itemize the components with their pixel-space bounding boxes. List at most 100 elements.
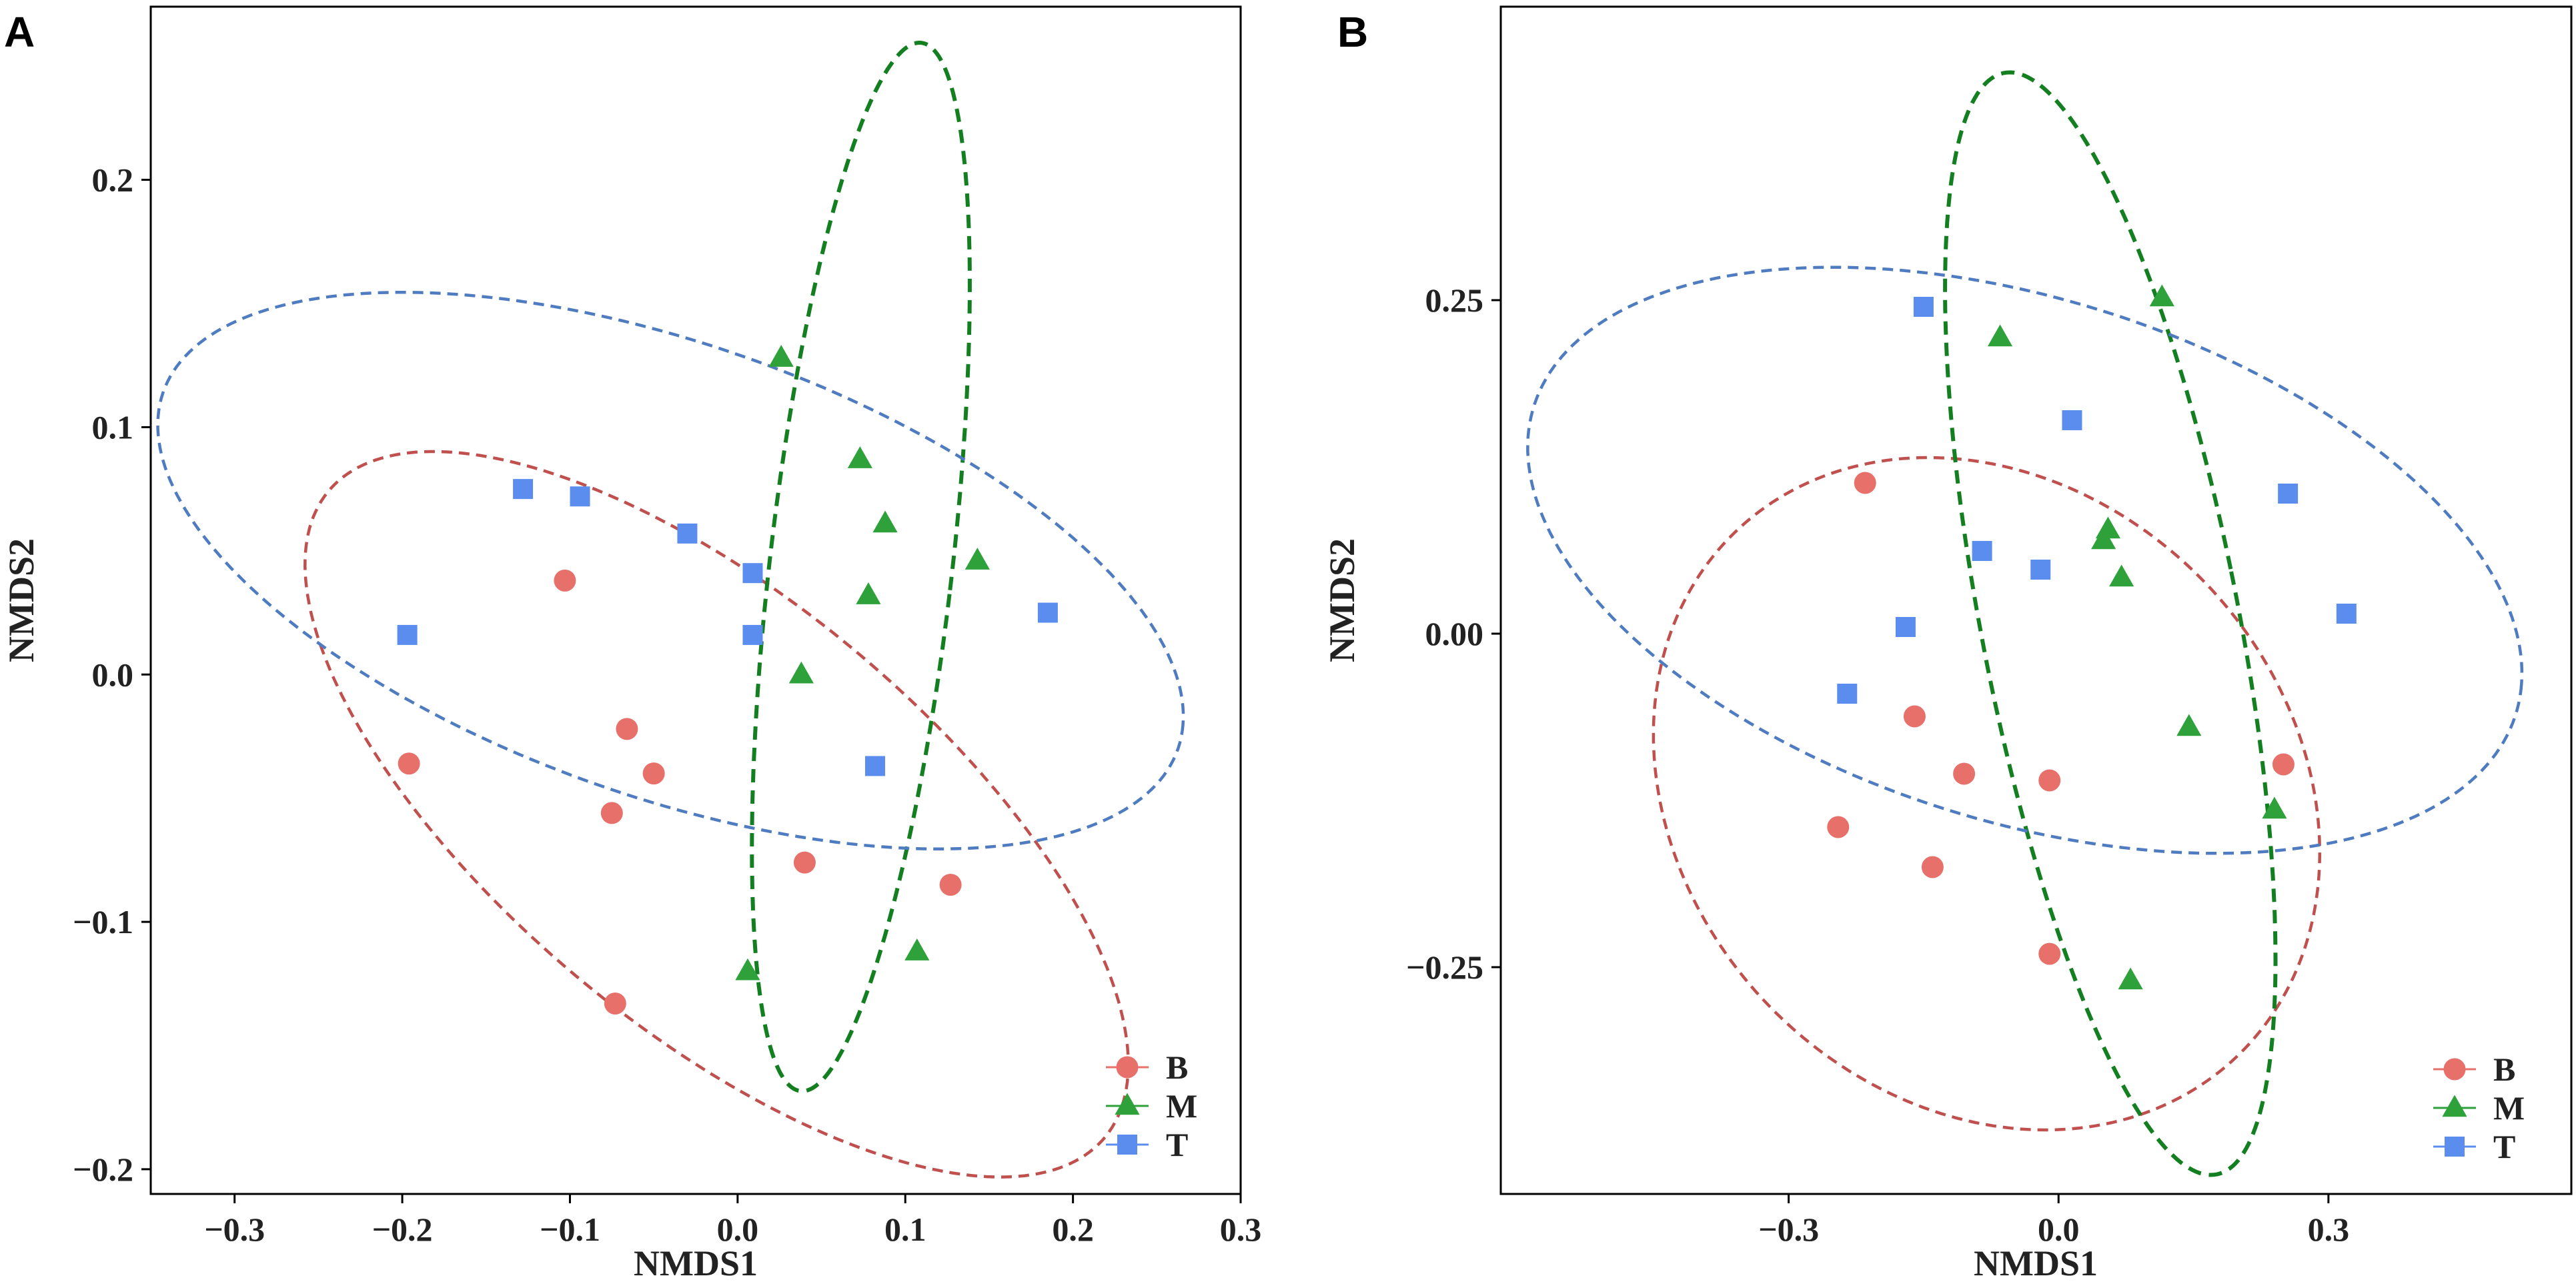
ellipse-t-a bbox=[156, 290, 1185, 851]
point-b-b bbox=[1921, 856, 1944, 878]
points-b bbox=[1827, 284, 2357, 990]
x-axis-title-a: NMDS1 bbox=[634, 1243, 758, 1283]
point-t-a bbox=[742, 563, 763, 584]
ellipse-m-a bbox=[750, 40, 972, 1093]
point-b-b bbox=[2272, 753, 2295, 776]
point-b-b bbox=[1827, 816, 1850, 838]
legend-label-t-a: T bbox=[1166, 1126, 1188, 1163]
y-axis-title-b: NMDS2 bbox=[1322, 538, 1362, 662]
y-ticks-b: −0.25 0.00 0.25 bbox=[1406, 281, 1501, 986]
x-tick-label-b: −0.3 bbox=[1758, 1211, 1819, 1248]
point-m-a bbox=[768, 345, 794, 367]
point-m-b bbox=[2109, 564, 2134, 587]
x-tick-label-a: −0.1 bbox=[540, 1211, 600, 1248]
point-t-b bbox=[1913, 297, 1934, 317]
x-tick-label-a: 0.0 bbox=[717, 1211, 759, 1248]
x-ticks-b: −0.3 0.0 0.3 bbox=[1758, 1194, 2349, 1248]
ellipses-a bbox=[156, 40, 1185, 1179]
x-tick-label-a: 0.3 bbox=[1220, 1211, 1262, 1248]
point-b-a bbox=[793, 851, 816, 874]
legend-b: BMT bbox=[2433, 1051, 2525, 1165]
legend-label-b-a: B bbox=[1166, 1049, 1188, 1086]
point-t-a bbox=[864, 756, 885, 776]
y-tick-label-b: −0.25 bbox=[1406, 948, 1483, 986]
point-m-b bbox=[2149, 284, 2174, 307]
y-tick-label-a: 0.2 bbox=[92, 161, 134, 199]
legend-marker-m-b bbox=[2442, 1095, 2467, 1117]
point-m-b bbox=[2176, 714, 2202, 736]
point-t-a bbox=[397, 624, 418, 645]
legend-label-m-b: M bbox=[2493, 1089, 2525, 1127]
point-m-b bbox=[2262, 796, 2287, 819]
point-b-a bbox=[600, 802, 623, 824]
point-b-a bbox=[398, 752, 420, 775]
point-t-a bbox=[513, 479, 534, 500]
point-b-b bbox=[1854, 472, 1876, 494]
point-b-a bbox=[642, 762, 665, 785]
point-b-a bbox=[604, 992, 626, 1015]
point-m-a bbox=[904, 938, 930, 960]
y-tick-label-a: 0.0 bbox=[92, 656, 134, 693]
point-m-a bbox=[856, 582, 881, 604]
point-b-b bbox=[2038, 942, 2061, 965]
y-axis-title-a: NMDS2 bbox=[1, 538, 41, 662]
legend-label-b-b: B bbox=[2493, 1051, 2515, 1088]
point-m-a bbox=[788, 661, 814, 684]
x-ticks-a: −0.3 −0.2 −0.1 0.0 0.1 0.2 0.3 bbox=[204, 1194, 1261, 1248]
y-tick-label-b: 0.25 bbox=[1425, 281, 1484, 319]
legend-marker-t-b bbox=[2445, 1137, 2465, 1157]
x-tick-label-b: 0.0 bbox=[2038, 1211, 2080, 1248]
point-t-b bbox=[2030, 560, 2051, 580]
point-t-b bbox=[2062, 410, 2082, 430]
y-tick-label-b: 0.00 bbox=[1425, 615, 1484, 652]
point-t-b bbox=[1895, 617, 1916, 637]
x-tick-label-a: 0.2 bbox=[1052, 1211, 1094, 1248]
point-b-a bbox=[939, 873, 962, 896]
point-m-a bbox=[847, 446, 872, 468]
point-t-b bbox=[2278, 484, 2299, 504]
plot-frame-b bbox=[1499, 5, 2573, 1195]
point-b-a bbox=[554, 569, 576, 592]
y-tick-label-a: 0.1 bbox=[92, 408, 134, 446]
point-m-a bbox=[872, 510, 898, 533]
point-t-b bbox=[2336, 604, 2357, 624]
legend-label-m-a: M bbox=[1166, 1087, 1197, 1125]
ellipse-m-b bbox=[1943, 70, 2278, 1177]
x-tick-label-a: −0.3 bbox=[204, 1211, 265, 1248]
point-t-a bbox=[1037, 602, 1058, 623]
point-m-a bbox=[735, 958, 760, 981]
point-t-b bbox=[1837, 684, 1858, 704]
point-t-b bbox=[1972, 541, 1992, 561]
legend-marker-t-a bbox=[1117, 1135, 1137, 1155]
point-m-a bbox=[964, 548, 990, 570]
ellipses-b bbox=[1526, 70, 2524, 1177]
ellipse-t-b bbox=[1526, 265, 2524, 855]
y-ticks-a: −0.2 −0.1 0.0 0.1 0.2 bbox=[73, 161, 151, 1188]
y-tick-label-a: −0.2 bbox=[73, 1151, 133, 1188]
point-b-a bbox=[616, 718, 638, 740]
point-m-b bbox=[2118, 967, 2143, 990]
ellipse-b-b bbox=[1652, 456, 2322, 1132]
panel-label-a: A bbox=[4, 8, 35, 56]
ellipse-b-a bbox=[303, 450, 1130, 1179]
panel-label-b: B bbox=[1337, 8, 1368, 56]
legend-label-t-b: T bbox=[2493, 1128, 2515, 1165]
point-b-b bbox=[1903, 705, 1926, 728]
legend-marker-b-a bbox=[1116, 1056, 1139, 1079]
legend-marker-b-b bbox=[2443, 1058, 2466, 1081]
y-tick-label-a: −0.1 bbox=[73, 903, 133, 940]
point-m-b bbox=[1987, 324, 2013, 347]
panel-b: B −0.3 0.0 0.3 −0.25 0.00 0.25 NMDS1 NMDS2 B… bbox=[1322, 5, 2573, 1283]
panel-a: A −0.3 −0.2 −0.1 0.0 0.1 0.2 0.3 −0.2 −0.1 0.0 0.… bbox=[1, 5, 1261, 1283]
legend-a: BMT bbox=[1106, 1049, 1197, 1163]
point-t-a bbox=[677, 523, 698, 544]
points-a bbox=[397, 345, 1058, 1015]
point-m-b bbox=[2095, 516, 2120, 539]
point-b-b bbox=[1953, 762, 1976, 785]
point-t-a bbox=[742, 624, 763, 645]
x-tick-label-a: 0.1 bbox=[884, 1211, 926, 1248]
x-tick-label-a: −0.2 bbox=[372, 1211, 433, 1248]
x-axis-title-b: NMDS1 bbox=[1974, 1243, 2098, 1283]
legend-marker-m-a bbox=[1115, 1093, 1140, 1115]
